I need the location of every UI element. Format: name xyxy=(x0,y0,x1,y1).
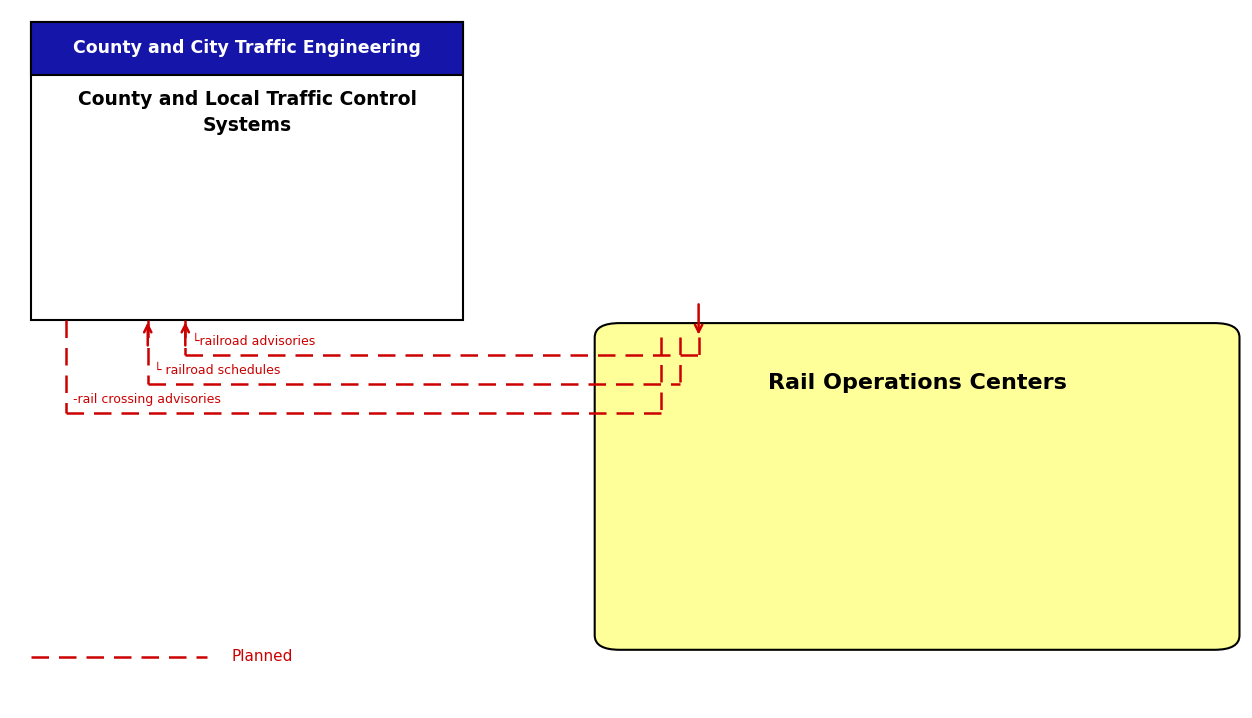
FancyBboxPatch shape xyxy=(595,323,1239,650)
FancyBboxPatch shape xyxy=(31,22,463,75)
Text: -rail crossing advisories: -rail crossing advisories xyxy=(73,393,220,406)
Text: └ railroad schedules: └ railroad schedules xyxy=(154,364,280,377)
FancyBboxPatch shape xyxy=(31,22,463,320)
Text: └railroad advisories: └railroad advisories xyxy=(192,335,314,348)
Text: Planned: Planned xyxy=(232,650,293,664)
Text: County and Local Traffic Control
Systems: County and Local Traffic Control Systems xyxy=(78,90,417,135)
Text: County and City Traffic Engineering: County and City Traffic Engineering xyxy=(74,39,421,57)
Text: Rail Operations Centers: Rail Operations Centers xyxy=(767,373,1067,393)
